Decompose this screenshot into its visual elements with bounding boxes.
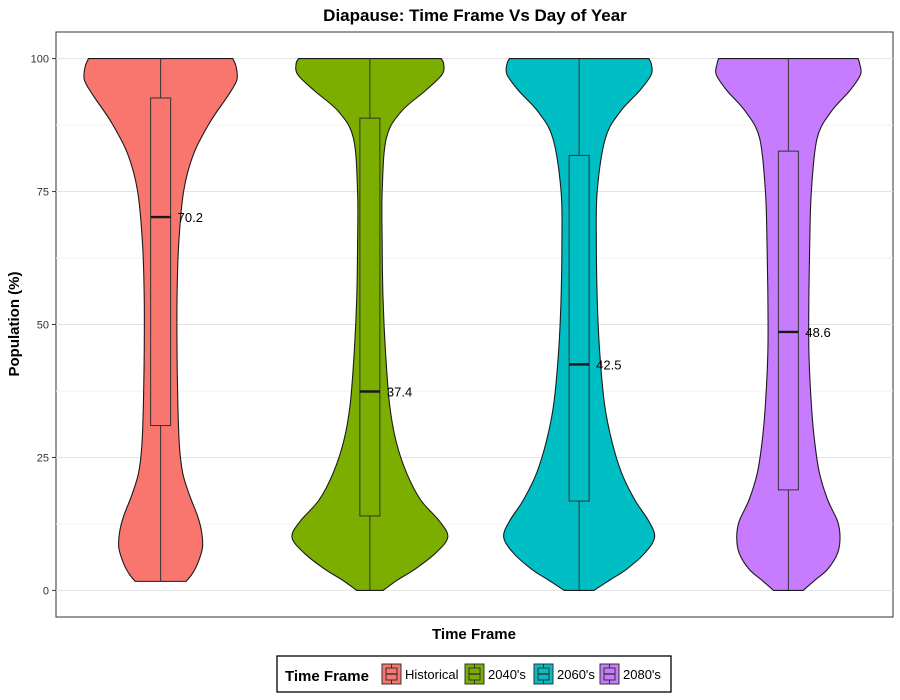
chart-title: Diapause: Time Frame Vs Day of Year	[323, 6, 627, 25]
legend-label: 2060's	[557, 667, 595, 682]
median-label: 42.5	[596, 357, 621, 372]
violin-group-2: 37.4	[291, 58, 449, 591]
violin-group-1: 70.2	[83, 58, 238, 582]
median-label: 70.2	[178, 210, 203, 225]
y-axis-ticks: 0 25 50 75 100	[31, 54, 56, 597]
y-tick-label: 75	[37, 187, 49, 199]
legend-title: Time Frame	[285, 668, 369, 685]
legend: Time Frame Historical 2040's 2060's 2080's	[276, 655, 672, 693]
y-tick-label: 50	[37, 320, 49, 332]
y-tick-label: 100	[31, 54, 49, 66]
legend-label: 2080's	[623, 667, 661, 682]
median-label: 48.6	[805, 325, 830, 340]
median-label: 37.4	[387, 385, 412, 400]
legend-item-3: 2060's	[533, 663, 595, 685]
y-tick-label: 25	[37, 452, 49, 464]
legend-label: Historical	[405, 667, 459, 682]
legend-item-2: 2040's	[464, 663, 526, 685]
x-axis-title: Time Frame	[432, 626, 516, 643]
y-axis-title: Population (%)	[6, 272, 23, 377]
violin-group-4: 48.6	[715, 58, 862, 591]
legend-item-1: Historical	[381, 663, 459, 685]
violin-layer: 70.2 37.4 42.5 48.6	[83, 58, 862, 591]
legend-item-4: 2080's	[599, 663, 661, 685]
y-tick-label: 0	[43, 585, 49, 597]
box-iqr	[359, 117, 381, 517]
box-iqr	[568, 154, 590, 502]
box-iqr	[777, 150, 799, 491]
violin-group-3: 42.5	[503, 58, 656, 591]
legend-label: 2040's	[488, 667, 526, 682]
box-iqr	[150, 97, 172, 427]
